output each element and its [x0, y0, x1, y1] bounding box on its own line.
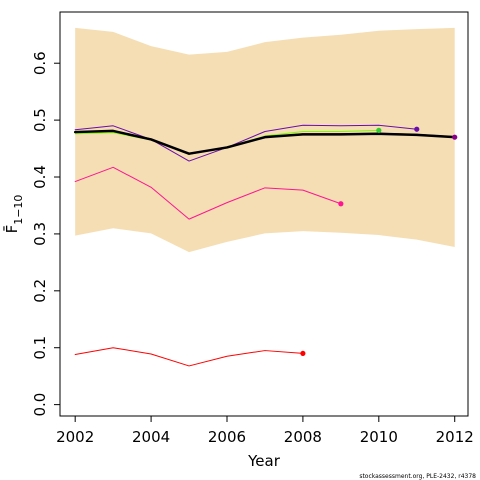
- confidence-band-layer: [75, 27, 455, 253]
- x-axis: 2002 2004 2006 2008 2010 2012: [56, 416, 474, 446]
- y-axis: 0.0 0.1 0.2 0.3 0.4 0.5 0.6: [31, 51, 60, 417]
- endpoint-marker-5: [452, 134, 458, 140]
- y-tick-label-0.6: 0.6: [31, 51, 49, 75]
- endpoint-marker-3: [376, 127, 382, 133]
- endpoint-marker-4: [414, 126, 420, 132]
- y-tick-label-0.0: 0.0: [31, 393, 49, 417]
- x-tick-label-2010: 2010: [360, 428, 398, 446]
- y-axis-title-subscript: 1−10: [12, 195, 25, 225]
- x-tick-label-2004: 2004: [132, 428, 170, 446]
- x-tick-label-2008: 2008: [284, 428, 322, 446]
- x-axis-title: Year: [247, 452, 281, 470]
- series-line-1: [74, 347, 304, 367]
- y-axis-title: F̄1−10: [2, 195, 25, 234]
- x-tick-label-2006: 2006: [208, 428, 246, 446]
- endpoint-layer: [300, 126, 458, 357]
- series-layer: [73, 124, 456, 367]
- confidence-band: [75, 27, 455, 253]
- credit-text: stockassessment.org, PLE-2432, r4378: [359, 473, 476, 480]
- x-tick-label-2012: 2012: [436, 428, 474, 446]
- series-line-4: [74, 124, 418, 162]
- endpoint-marker-2: [338, 201, 344, 207]
- y-tick-label-0.4: 0.4: [31, 165, 49, 189]
- series-line-2: [74, 166, 342, 220]
- series-line-6: [73, 129, 456, 155]
- x-tick-label-2002: 2002: [56, 428, 94, 446]
- y-tick-label-0.1: 0.1: [31, 336, 49, 360]
- plot-frame: [59, 11, 469, 417]
- y-tick-label-0.5: 0.5: [31, 108, 49, 132]
- y-axis-title-main: F̄: [2, 225, 21, 234]
- y-tick-label-0.2: 0.2: [31, 279, 49, 303]
- y-tick-label-0.3: 0.3: [31, 222, 49, 246]
- endpoint-marker-1: [300, 350, 306, 357]
